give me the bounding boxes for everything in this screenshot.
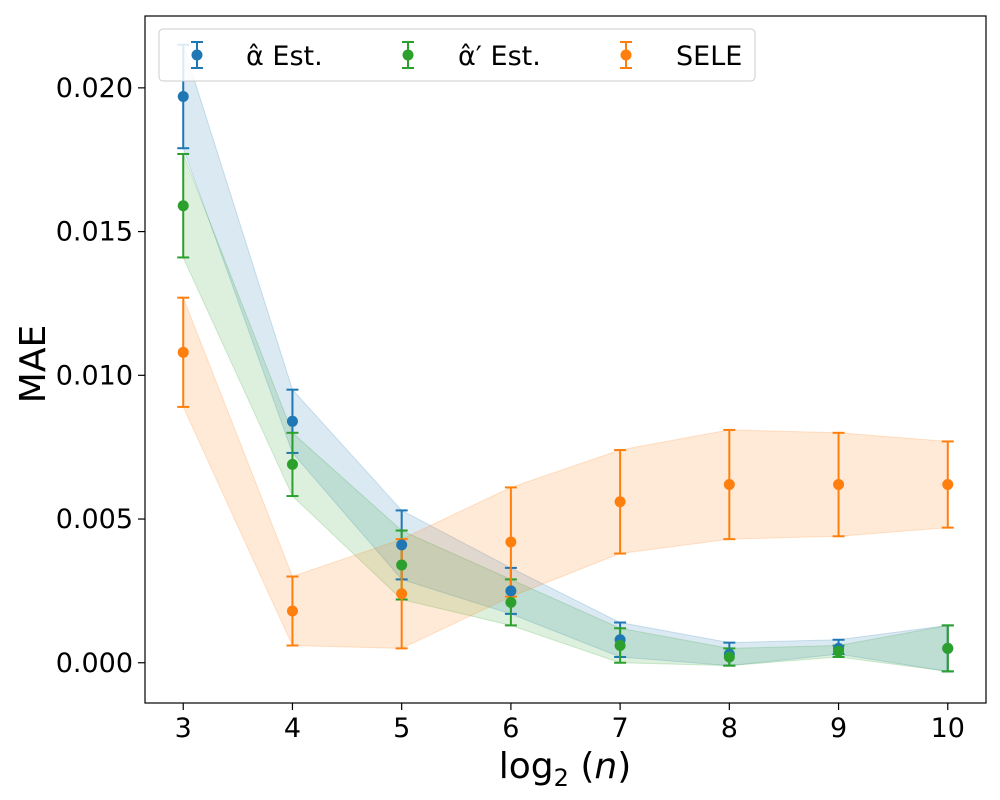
x-tick-label-5: 8	[721, 713, 738, 744]
x-axis-label-subscript: 2	[554, 764, 569, 792]
legend-label-1: α̂′ Est.	[458, 41, 541, 72]
x-tick-label-2: 5	[393, 713, 410, 744]
x-tick-label-7: 10	[931, 713, 965, 744]
legend-marker-1	[402, 49, 414, 61]
point-series-1-3	[505, 596, 517, 608]
x-tick-label-0: 3	[175, 713, 192, 744]
point-series-2-7	[942, 479, 954, 491]
point-series-1-4	[614, 640, 626, 652]
legend-box	[158, 28, 756, 82]
error-bars	[177, 43, 954, 673]
x-tick-label-4: 7	[612, 713, 629, 744]
point-series-2-5	[723, 479, 735, 491]
y-tick-label-2: 0.010	[56, 360, 133, 391]
point-series-0-3	[505, 585, 517, 597]
point-series-1-2	[396, 559, 408, 571]
y-tick-label-1: 0.005	[56, 504, 133, 535]
y-axis-label: MAE	[13, 325, 54, 403]
point-series-0-0	[177, 90, 189, 102]
point-series-1-7	[942, 642, 954, 654]
legend: α̂ Est. α̂′ Est. SELE	[158, 28, 756, 82]
x-tick-label-1: 4	[284, 713, 301, 744]
point-series-2-1	[286, 605, 298, 617]
point-series-2-6	[833, 479, 845, 491]
y-tick-label-3: 0.015	[56, 217, 133, 248]
point-series-2-2	[396, 588, 408, 600]
legend-marker-2	[620, 49, 632, 61]
x-axis-label-close: )	[617, 746, 631, 787]
point-series-1-6	[833, 645, 845, 657]
point-series-2-3	[505, 536, 517, 548]
y-tick-label-4: 0.020	[56, 73, 133, 104]
point-series-0-2	[396, 539, 408, 551]
point-series-0-1	[286, 415, 298, 427]
legend-label-0: α̂ Est.	[246, 41, 323, 72]
x-axis-label-variable: n	[594, 746, 617, 787]
legend-label-2: SELE	[676, 41, 742, 72]
plot-frame	[144, 15, 987, 704]
point-series-1-1	[286, 458, 298, 470]
point-series-1-5	[723, 651, 735, 663]
data-points	[177, 90, 954, 663]
y-axis-ticks: 0.000 0.005 0.010 0.015 0.020	[56, 73, 145, 679]
x-axis-label: log2 (n)	[499, 746, 632, 792]
x-axis-label-rest: (	[569, 746, 595, 787]
y-tick-label-0: 0.000	[56, 648, 133, 679]
point-series-2-4	[614, 496, 626, 508]
point-series-1-0	[177, 200, 189, 212]
point-series-2-0	[177, 346, 189, 358]
x-tick-label-3: 6	[502, 713, 519, 744]
legend-marker-0	[191, 49, 203, 61]
x-tick-label-6: 9	[830, 713, 847, 744]
x-axis-ticks: 3 4 5 6 7 8 9 10	[175, 703, 965, 744]
